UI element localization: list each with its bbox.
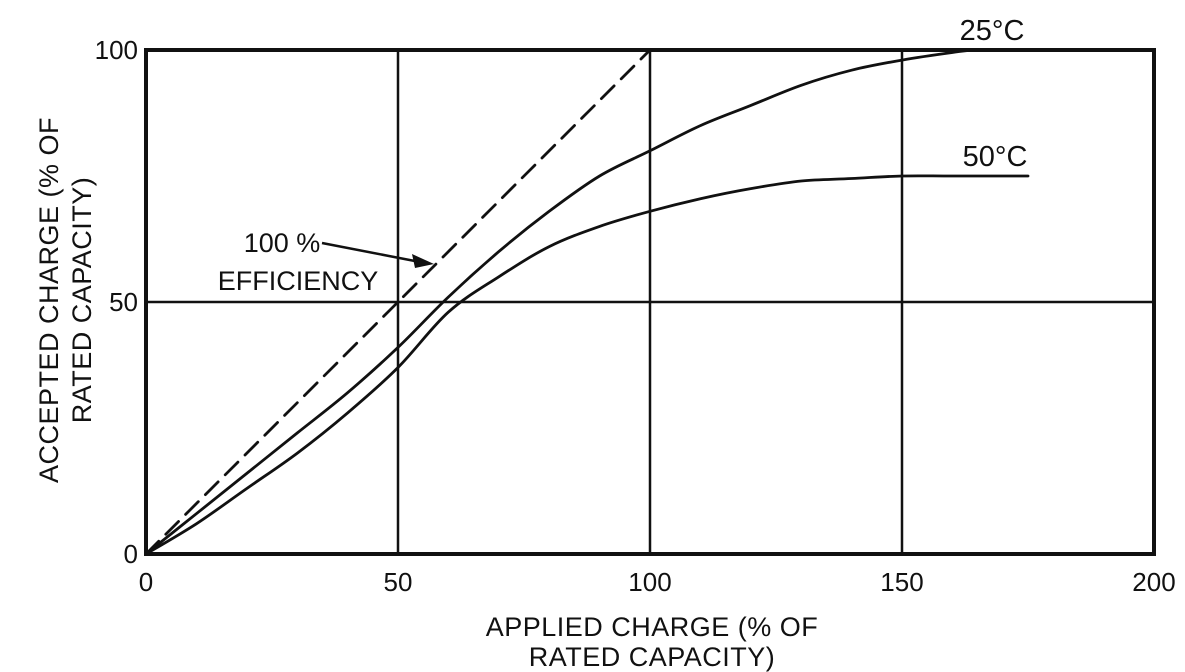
y-tick-label-50: 50 xyxy=(109,287,138,317)
series-line-50c xyxy=(144,174,1030,556)
grid-lines xyxy=(146,50,1154,554)
efficiency-annotation-line-2: EFFICIENCY xyxy=(218,266,379,296)
series-label-50c: 50°C xyxy=(963,141,1028,173)
x-tick-label-150: 150 xyxy=(880,567,923,597)
tick-labels: 0 50 100 150 200 0 50 100 xyxy=(95,35,1176,597)
x-tick-label-100: 100 xyxy=(628,567,671,597)
plot-frame xyxy=(144,48,1156,556)
x-axis-title-line-1: APPLIED CHARGE (% OF xyxy=(486,612,819,642)
series-line-25c xyxy=(144,48,1030,556)
y-axis-title-line-1: ACCEPTED CHARGE (% OF xyxy=(34,117,64,483)
y-axis-title-line-2: RATED CAPACITY) xyxy=(67,177,97,424)
series-lines xyxy=(144,48,1030,556)
x-tick-label-0: 0 xyxy=(139,567,153,597)
x-tick-label-50: 50 xyxy=(384,567,413,597)
y-tick-label-0: 0 xyxy=(124,539,138,569)
series-line-100-percent-efficiency xyxy=(144,48,652,556)
efficiency-annotation-arrow xyxy=(321,241,434,268)
efficiency-annotation-line-1: 100 % xyxy=(244,228,321,258)
x-axis-title-line-2: RATED CAPACITY) xyxy=(529,642,776,672)
series-label-25c: 25°C xyxy=(960,15,1025,47)
y-tick-label-100: 100 xyxy=(95,35,138,65)
x-tick-label-200: 200 xyxy=(1132,567,1175,597)
